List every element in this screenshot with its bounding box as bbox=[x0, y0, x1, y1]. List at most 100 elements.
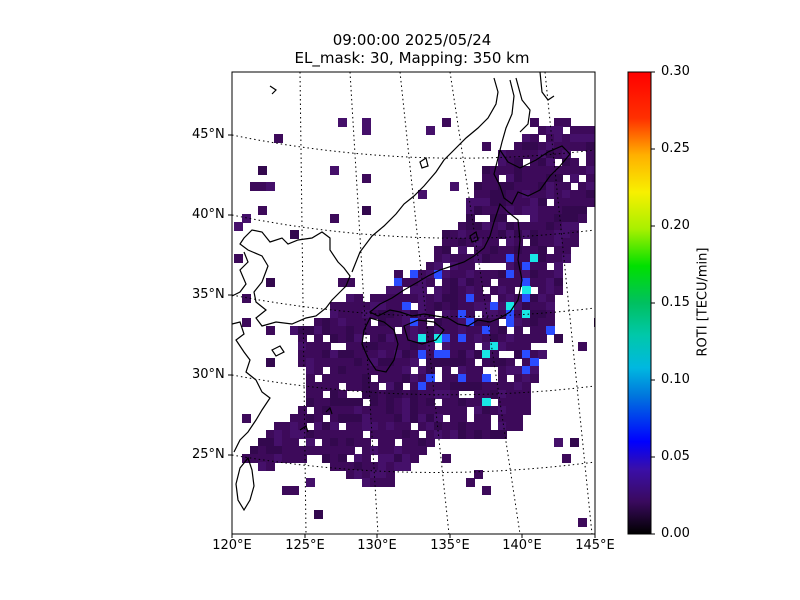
roti-pixel bbox=[362, 118, 371, 127]
lon-tick-label: 125°E bbox=[285, 538, 325, 553]
roti-pixel bbox=[346, 318, 355, 327]
roti-pixel bbox=[530, 190, 539, 199]
roti-pixel bbox=[258, 438, 267, 447]
roti-pixel bbox=[386, 406, 395, 415]
roti-pixel bbox=[346, 422, 355, 431]
roti-pixel bbox=[426, 374, 435, 383]
roti-pixel bbox=[442, 294, 451, 303]
roti-pixel bbox=[434, 334, 443, 343]
roti-pixel bbox=[586, 126, 595, 135]
roti-pixel bbox=[402, 318, 411, 327]
roti-pixel bbox=[490, 406, 499, 415]
roti-pixel bbox=[394, 286, 403, 295]
roti-pixel bbox=[354, 310, 363, 319]
roti-pixel bbox=[370, 342, 379, 351]
roti-pixel bbox=[458, 294, 467, 303]
roti-pixel bbox=[546, 254, 555, 263]
roti-pixel bbox=[538, 270, 547, 279]
roti-pixel bbox=[498, 214, 507, 223]
coastline-sea-okhotsk bbox=[539, 72, 555, 101]
roti-pixel bbox=[418, 326, 427, 335]
roti-pixel bbox=[474, 270, 483, 279]
roti-pixel bbox=[554, 118, 563, 127]
roti-pixel bbox=[570, 158, 579, 167]
roti-pixel bbox=[386, 478, 395, 487]
roti-pixel bbox=[466, 366, 475, 375]
roti-pixel bbox=[530, 222, 539, 231]
roti-pixel bbox=[554, 182, 563, 191]
roti-pixel bbox=[498, 166, 507, 175]
roti-pixel bbox=[530, 262, 539, 271]
roti-pixel bbox=[458, 318, 467, 327]
roti-pixel bbox=[434, 302, 443, 311]
roti-pixel bbox=[314, 446, 323, 455]
roti-pixel bbox=[562, 230, 571, 239]
roti-pixel bbox=[378, 406, 387, 415]
roti-pixel bbox=[450, 278, 459, 287]
roti-pixel bbox=[490, 286, 499, 295]
roti-pixel bbox=[578, 342, 587, 351]
roti-pixel bbox=[362, 206, 371, 215]
roti-pixel bbox=[522, 342, 531, 351]
roti-pixel bbox=[330, 214, 339, 223]
roti-pixel bbox=[498, 230, 507, 239]
roti-pixel bbox=[474, 246, 483, 255]
roti-pixel bbox=[370, 294, 379, 303]
roti-pixel bbox=[538, 262, 547, 271]
roti-pixel bbox=[562, 238, 571, 247]
roti-pixel bbox=[394, 430, 403, 439]
roti-pixel bbox=[370, 446, 379, 455]
roti-pixel bbox=[482, 254, 491, 263]
roti-pixel bbox=[378, 310, 387, 319]
roti-pixel bbox=[506, 406, 515, 415]
roti-pixel bbox=[466, 478, 475, 487]
roti-pixel bbox=[322, 342, 331, 351]
roti-pixel bbox=[426, 302, 435, 311]
roti-pixel bbox=[490, 318, 499, 327]
roti-pixel bbox=[322, 382, 331, 391]
roti-pixel bbox=[418, 366, 427, 375]
roti-pixel bbox=[426, 382, 435, 391]
roti-pixel bbox=[338, 390, 347, 399]
roti-pixel bbox=[394, 278, 403, 287]
roti-pixel bbox=[346, 366, 355, 375]
roti-pixel bbox=[330, 398, 339, 407]
roti-pixel bbox=[506, 166, 515, 175]
roti-pixel bbox=[306, 374, 315, 383]
roti-pixel bbox=[466, 398, 475, 407]
roti-pixel bbox=[458, 230, 467, 239]
roti-pixel bbox=[554, 206, 563, 215]
roti-pixel bbox=[498, 286, 507, 295]
roti-pixel bbox=[418, 422, 427, 431]
roti-pixel bbox=[530, 238, 539, 247]
colorbar-tick-label: 0.20 bbox=[661, 218, 690, 233]
roti-pixel bbox=[338, 350, 347, 359]
roti-pixel bbox=[466, 430, 475, 439]
colorbar-label: ROTI [TECU/min] bbox=[695, 247, 711, 357]
roti-pixel bbox=[530, 358, 539, 367]
roti-pixel bbox=[338, 406, 347, 415]
roti-pixel bbox=[314, 414, 323, 423]
roti-pixel bbox=[538, 222, 547, 231]
roti-pixel bbox=[266, 430, 275, 439]
roti-pixel bbox=[522, 318, 531, 327]
roti-pixel bbox=[242, 414, 251, 423]
roti-pixel bbox=[578, 198, 587, 207]
roti-pixel bbox=[562, 158, 571, 167]
roti-pixel bbox=[482, 342, 491, 351]
roti-pixel bbox=[266, 326, 275, 335]
roti-pixel bbox=[514, 302, 523, 311]
roti-pixel bbox=[498, 358, 507, 367]
roti-pixel bbox=[522, 350, 531, 359]
roti-pixel bbox=[290, 438, 299, 447]
roti-pixel bbox=[354, 318, 363, 327]
roti-pixel bbox=[370, 462, 379, 471]
roti-pixel bbox=[306, 446, 315, 455]
roti-pixel bbox=[314, 398, 323, 407]
roti-pixel bbox=[338, 374, 347, 383]
roti-pixel bbox=[490, 182, 499, 191]
roti-pixel bbox=[370, 358, 379, 367]
roti-pixel bbox=[466, 334, 475, 343]
coastline-taiwan bbox=[235, 456, 255, 512]
roti-pixel bbox=[450, 294, 459, 303]
